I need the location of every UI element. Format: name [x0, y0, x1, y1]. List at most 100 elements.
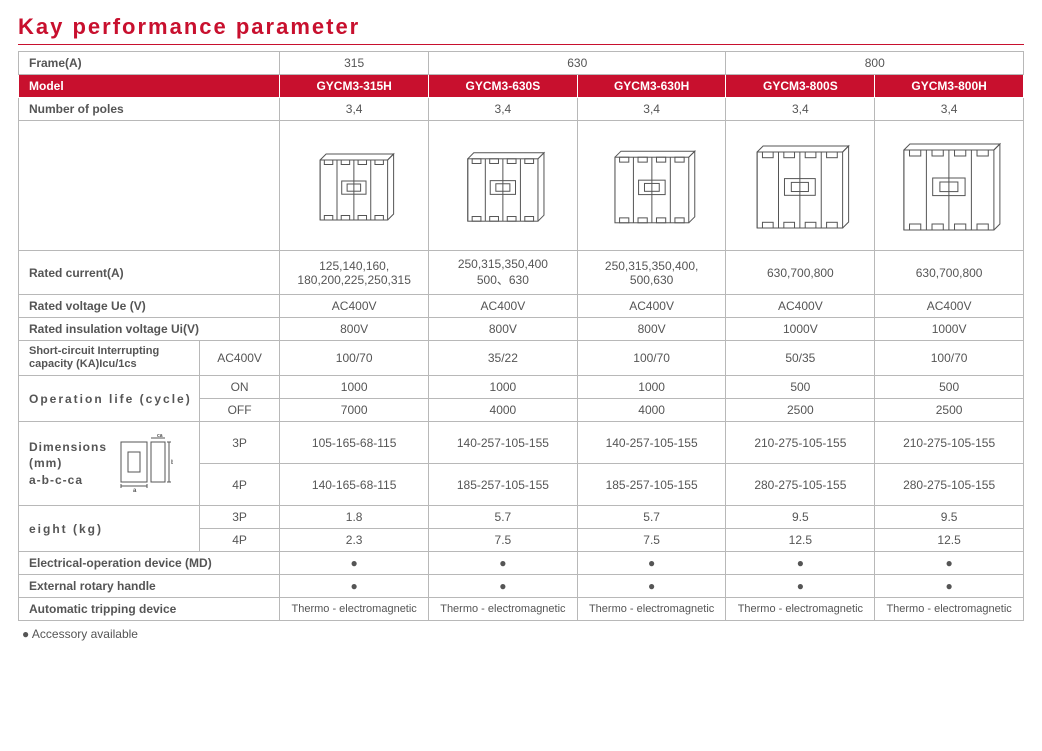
w3p-1: 5.7: [429, 506, 578, 529]
dim3p-4: 210-275-105-155: [875, 422, 1024, 464]
rated-voltage-1: AC400V: [429, 295, 578, 318]
dim4p-1: 185-257-105-155: [429, 464, 578, 506]
ro-1: ●: [429, 575, 578, 598]
eo-3: ●: [726, 552, 875, 575]
opon-2: 1000: [577, 376, 726, 399]
rated-insulation-row: Rated insulation voltage Ui(V) 800V 800V…: [19, 318, 1024, 341]
opon-3: 500: [726, 376, 875, 399]
poles-1: 3,4: [429, 98, 578, 121]
dim-3p-row: Dimensions (mm) a-b-c-ca: [19, 422, 1024, 464]
model-row: Model GYCM3-315H GYCM3-630S GYCM3-630H G…: [19, 75, 1024, 98]
product-image-3: [726, 121, 875, 251]
dim-4p-sublabel: 4P: [199, 464, 279, 506]
w3p-0: 1.8: [280, 506, 429, 529]
trip-row: Automatic tripping device Thermo - elect…: [19, 598, 1024, 621]
model-3: GYCM3-800S: [726, 75, 875, 98]
dimension-diagram-icon: a b ca: [113, 434, 173, 494]
spec-table: Frame(A) 315 630 800 Model GYCM3-315H GY…: [18, 51, 1024, 621]
oplife-on-sublabel: ON: [199, 376, 279, 399]
dim-3p-sublabel: 3P: [199, 422, 279, 464]
opon-1: 1000: [429, 376, 578, 399]
oplife-label: Operation life (cycle): [19, 376, 200, 422]
rotary-label: External rotary handle: [19, 575, 280, 598]
sc-2: 100/70: [577, 341, 726, 376]
sc-1: 35/22: [429, 341, 578, 376]
rated-voltage-3: AC400V: [726, 295, 875, 318]
svg-text:ca: ca: [157, 434, 163, 439]
rated-current-4: 630,700,800: [875, 251, 1024, 295]
opoff-0: 7000: [280, 399, 429, 422]
eo-4: ●: [875, 552, 1024, 575]
elec-op-row: Electrical-operation device (MD) ● ● ● ●…: [19, 552, 1024, 575]
weight-3p-sublabel: 3P: [199, 506, 279, 529]
dim-label: Dimensions (mm) a-b-c-ca: [19, 422, 200, 506]
rotary-row: External rotary handle ● ● ● ● ●: [19, 575, 1024, 598]
model-1: GYCM3-630S: [429, 75, 578, 98]
weight-label: eight (kg): [19, 506, 200, 552]
opoff-1: 4000: [429, 399, 578, 422]
w3p-2: 5.7: [577, 506, 726, 529]
frame-315: 315: [280, 52, 429, 75]
rated-current-2: 250,315,350,400, 500,630: [577, 251, 726, 295]
frame-630: 630: [429, 52, 726, 75]
dim-l2: a-b-c-ca: [29, 472, 107, 489]
rated-voltage-label: Rated voltage Ue (V): [19, 295, 280, 318]
rated-ins-4: 1000V: [875, 318, 1024, 341]
dim-l1: (mm): [29, 455, 107, 472]
dim4p-0: 140-165-68-115: [280, 464, 429, 506]
model-2: GYCM3-630H: [577, 75, 726, 98]
poles-2: 3,4: [577, 98, 726, 121]
rated-current-1: 250,315,350,400 500、630: [429, 251, 578, 295]
svg-text:a: a: [133, 488, 137, 494]
sc-3: 50/35: [726, 341, 875, 376]
dim3p-2: 140-257-105-155: [577, 422, 726, 464]
w4p-0: 2.3: [280, 529, 429, 552]
rated-current-row: Rated current(A) 125,140,160, 180,200,22…: [19, 251, 1024, 295]
ro-0: ●: [280, 575, 429, 598]
oplife-on-row: Operation life (cycle) ON 1000 1000 1000…: [19, 376, 1024, 399]
elecop-label: Electrical-operation device (MD): [19, 552, 280, 575]
tr-3: Thermo - electromagnetic: [726, 598, 875, 621]
w3p-3: 9.5: [726, 506, 875, 529]
tr-0: Thermo - electromagnetic: [280, 598, 429, 621]
opon-0: 1000: [280, 376, 429, 399]
rated-ins-3: 1000V: [726, 318, 875, 341]
frame-label: Frame(A): [19, 52, 280, 75]
oplife-off-sublabel: OFF: [199, 399, 279, 422]
short-circuit-sublabel: AC400V: [199, 341, 279, 376]
opoff-2: 4000: [577, 399, 726, 422]
rated-voltage-4: AC400V: [875, 295, 1024, 318]
poles-label: Number of poles: [19, 98, 280, 121]
opoff-4: 2500: [875, 399, 1024, 422]
dim4p-3: 280-275-105-155: [726, 464, 875, 506]
model-0: GYCM3-315H: [280, 75, 429, 98]
w4p-4: 12.5: [875, 529, 1024, 552]
product-image-0: [280, 121, 429, 251]
rated-current-3: 630,700,800: [726, 251, 875, 295]
poles-row: Number of poles 3,4 3,4 3,4 3,4 3,4: [19, 98, 1024, 121]
rated-current-label: Rated current(A): [19, 251, 280, 295]
eo-0: ●: [280, 552, 429, 575]
tr-1: Thermo - electromagnetic: [429, 598, 578, 621]
tr-2: Thermo - electromagnetic: [577, 598, 726, 621]
rated-ins-0: 800V: [280, 318, 429, 341]
dim4p-4: 280-275-105-155: [875, 464, 1024, 506]
dim3p-3: 210-275-105-155: [726, 422, 875, 464]
w4p-3: 12.5: [726, 529, 875, 552]
w4p-1: 7.5: [429, 529, 578, 552]
weight-4p-sublabel: 4P: [199, 529, 279, 552]
page-title: Kay performance parameter: [18, 14, 1024, 45]
image-row-label: [19, 121, 280, 251]
product-image-4: [875, 121, 1024, 251]
short-circuit-row: Short-circuit Interrupting capacity (KA)…: [19, 341, 1024, 376]
tr-4: Thermo - electromagnetic: [875, 598, 1024, 621]
eo-1: ●: [429, 552, 578, 575]
ro-3: ●: [726, 575, 875, 598]
ro-4: ●: [875, 575, 1024, 598]
sc-4: 100/70: [875, 341, 1024, 376]
trip-label: Automatic tripping device: [19, 598, 280, 621]
model-label: Model: [19, 75, 280, 98]
rated-voltage-2: AC400V: [577, 295, 726, 318]
dim3p-0: 105-165-68-115: [280, 422, 429, 464]
dim4p-2: 185-257-105-155: [577, 464, 726, 506]
